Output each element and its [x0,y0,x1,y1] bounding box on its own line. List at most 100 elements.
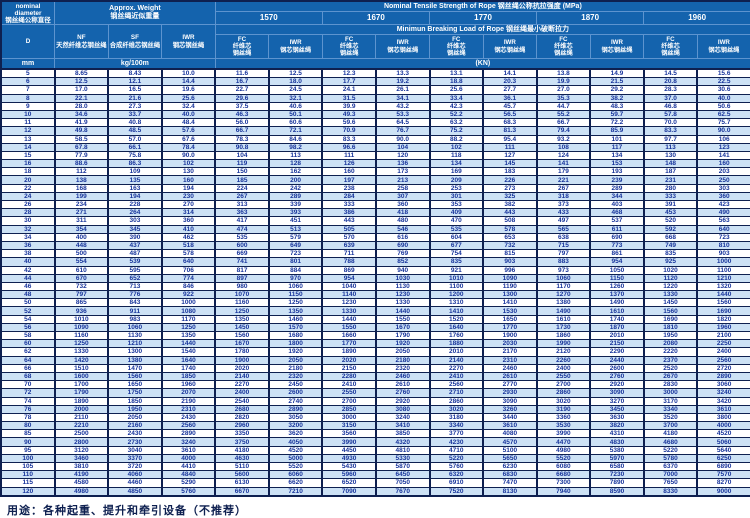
value-cell: 2070 [160,388,217,398]
value-cell: 289 [267,191,324,202]
value-cell: 55.2 [535,109,592,120]
value-cell: 120 [374,150,431,161]
value-cell: 1190 [482,281,538,292]
nominal-diameter-header: nominal diameter 钢丝绳公称直径 [0,0,56,25]
strength-grade-1670: 1670 [321,11,431,25]
value-cell: 1320 [696,281,750,292]
value-cell: 173 [374,167,431,177]
value-cell: 4840 [160,470,217,480]
value-cell: 3040 [107,445,163,455]
value-cell: 96.6 [321,142,377,152]
value-cell: 3240 [374,412,431,423]
value-cell: 7230 [589,470,645,480]
value-cell: 3520 [642,412,699,423]
value-cell: 49.8 [53,126,110,136]
value-cell: 579 [267,232,324,242]
value-cell: 980 [214,281,270,292]
value-cell: 2540 [214,396,270,406]
value-cell: 393 [267,208,324,218]
value-cell: 715 [535,240,592,251]
value-cell: 64.5 [374,118,431,128]
value-cell: 903 [696,249,750,259]
table-row: 44 670 652 774 897 970 954 1030 1010 1090 1060 1150… [0,273,750,283]
value-cell: 1090 [53,322,110,333]
value-cell: 48.4 [160,118,217,128]
value-cell: 1070 [214,290,270,300]
value-cell: 1700 [53,380,110,390]
value-cell: 1900 [482,330,538,341]
value-cell: 150 [214,167,270,177]
value-cell: 2740 [267,396,324,406]
diameter-cell: 14 [0,142,56,152]
value-cell: 1650 [107,380,163,390]
strength-grade-1570: 1570 [214,11,323,25]
value-cell: 2600 [267,388,324,398]
value-cell: 104 [214,150,270,161]
value-cell: 4410 [160,461,217,472]
value-cell: 668 [642,232,699,242]
fc-subcolumn-header: FC 纤维芯 钢丝绳 [536,34,591,59]
value-cell: 6060 [267,470,324,480]
diameter-cell: 16 [0,159,56,169]
value-cell: 973 [535,265,592,275]
fc-subcolumn-header: FC 纤维芯 钢丝绳 [643,34,698,59]
value-cell: 6370 [642,461,699,472]
value-cell: 1560 [642,306,699,316]
value-cell: 1550 [321,322,377,333]
diameter-cell: 80 [0,421,56,431]
value-cell: 1010 [428,273,485,283]
value-cell: 1060 [267,281,324,292]
table-row: 105 3810 3720 4410 5110 5520 5430 5870 5760 6230 6… [0,461,750,472]
value-cell: 26.1 [374,85,431,95]
value-cell: 505 [321,224,377,234]
value-cell: 34.1 [374,93,431,103]
diameter-cell: 95 [0,445,56,455]
value-cell: 88.2 [428,134,485,144]
value-cell: 1170 [535,281,592,292]
value-cell: 270 [160,199,217,210]
value-cell: 17.7 [321,77,377,87]
breaking-load-title: Minimun Breaking Load of Rope 钢丝绳最小破断拉力 [214,24,750,35]
value-cell: 2260 [535,355,592,365]
value-cell: 4190 [53,470,110,480]
value-cell: 11.6 [214,68,270,79]
value-cell: 3750 [214,437,270,447]
value-cell: 38.2 [589,93,645,103]
value-cell: 1310 [428,298,485,308]
value-cell: 3150 [321,421,377,431]
value-cell: 723 [696,232,750,242]
value-cell: 9000 [696,486,750,497]
value-cell: 22.1 [53,93,110,103]
value-cell: 7650 [642,478,699,488]
value-cell: 2610 [374,380,431,390]
table-row: 120 4980 4850 5760 6670 7210 7090 7670 7520 8130 7… [0,486,750,497]
value-cell: 2600 [589,363,645,373]
value-cell: 68.3 [482,118,538,128]
value-cell: 462 [160,232,217,242]
value-cell: 4180 [642,429,699,439]
value-cell: 2440 [589,355,645,365]
value-cell: 3260 [482,404,538,414]
value-cell: 1870 [589,322,645,333]
value-cell: 1670 [214,339,270,349]
value-cell: 85.9 [589,126,645,136]
value-cell: 690 [374,240,431,251]
value-cell: 3700 [642,421,699,431]
value-cell: 187 [642,167,699,177]
value-cell: 6620 [267,478,324,488]
value-cell: 539 [107,257,163,267]
value-cell: 1890 [321,347,377,357]
value-cell: 1000 [160,298,217,308]
value-cell: 741 [214,257,270,267]
value-cell: 37.5 [214,101,270,111]
diameter-cell: 68 [0,371,56,382]
value-cell: 48.5 [107,126,163,136]
value-cell: 1420 [53,355,110,365]
value-cell: 852 [374,257,431,267]
value-cell: 835 [428,257,485,267]
value-cell: 2960 [214,421,270,431]
value-cell: 7300 [535,478,592,488]
value-cell: 2000 [53,404,110,414]
value-cell: 1690 [696,306,750,316]
value-cell: 2700 [535,380,592,390]
